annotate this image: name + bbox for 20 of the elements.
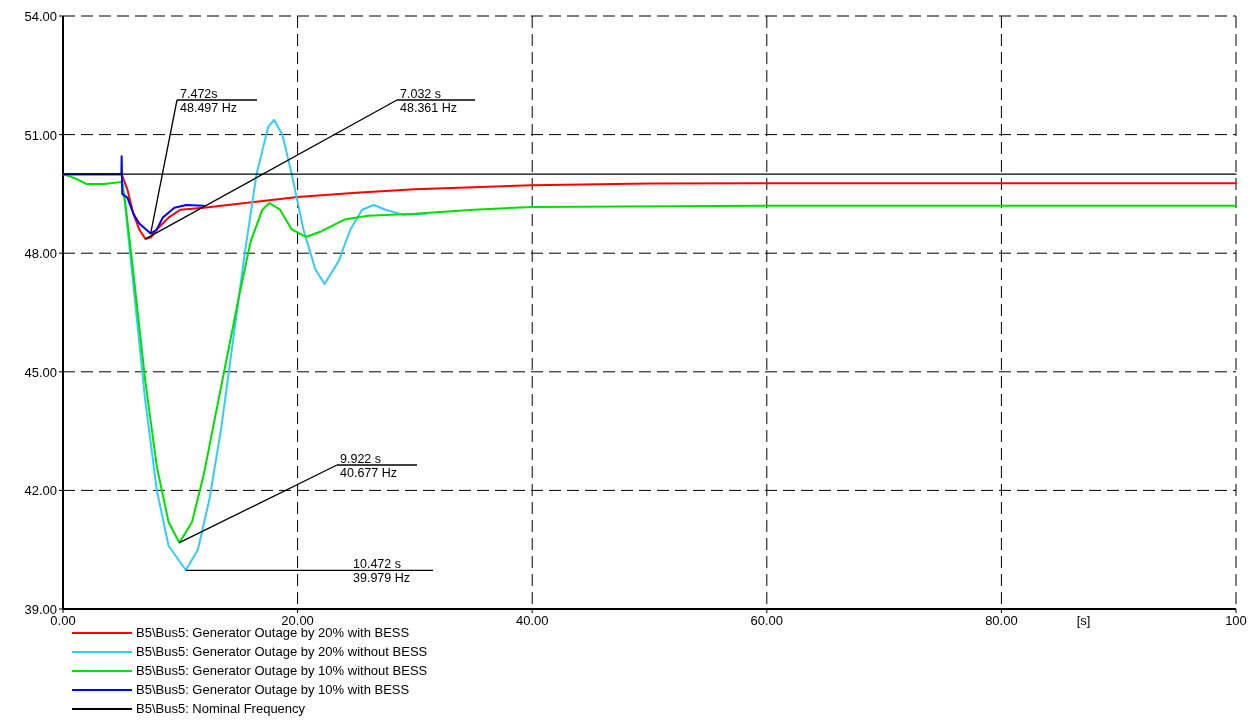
x-tick-label: 40.00 bbox=[515, 613, 549, 628]
y-tick-label: 54.00 bbox=[24, 9, 57, 24]
x-tick-label: 20.00 bbox=[281, 613, 314, 628]
x-tick-label: 80.00 bbox=[985, 613, 1018, 628]
annotation: 7.032 s 48.361 Hz bbox=[400, 87, 457, 115]
y-tick-label: 51.00 bbox=[24, 127, 57, 143]
annotation: 9.922 s 40.677 Hz bbox=[340, 452, 397, 480]
legend-label: B5\Bus5: Generator Outage by 20% without BESS bbox=[136, 644, 428, 659]
legend-label: B5\Bus5: Generator Outage by 10% without BESS bbox=[136, 663, 428, 678]
y-tick-label: 42.00 bbox=[24, 483, 57, 499]
y-tick-label: 45.00 bbox=[24, 364, 57, 380]
x-tick-label: 60.00 bbox=[750, 613, 784, 628]
x-axis-title: [s] bbox=[1076, 613, 1091, 628]
legend-label: B5\Bus5: Nominal Frequency bbox=[136, 701, 306, 716]
legend-label: B5\Bus5: Generator Outage by 20% with BESS bbox=[136, 625, 410, 640]
annotation: 10.472 s 39.979 Hz bbox=[353, 557, 410, 586]
annotation: 7.472s 48.497 Hz bbox=[180, 87, 237, 115]
y-tick-label: 48.00 bbox=[24, 246, 57, 262]
x-tick-label: 100 bbox=[1225, 613, 1247, 628]
legend-label: B5\Bus5: Generator Outage by 10% with BESS bbox=[136, 682, 410, 697]
